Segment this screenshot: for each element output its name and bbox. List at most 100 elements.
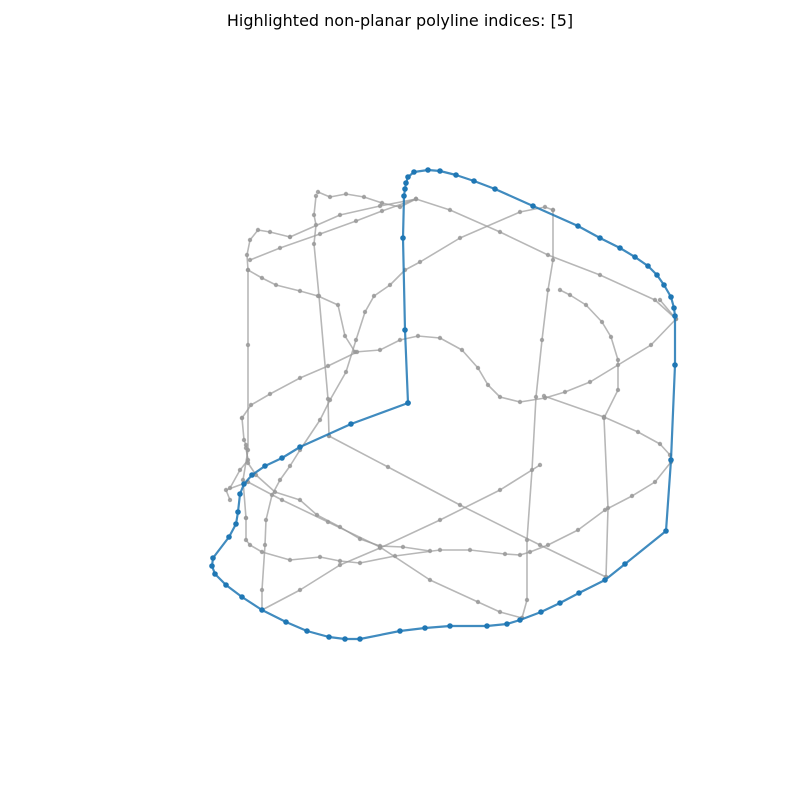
- highlighted-polyline-5-vertex: [226, 534, 232, 540]
- highlighted-polyline-5-vertex: [530, 203, 536, 209]
- gray-polyline-16-vertex: [247, 257, 253, 263]
- highlighted-polyline-5-vertex: [212, 571, 218, 577]
- highlighted-polyline-5-vertex: [297, 444, 303, 450]
- highlighted-polyline-5-vertex: [672, 362, 678, 368]
- gray-polyline-11-vertex: [239, 415, 245, 421]
- gray-polyline-9-vertex: [527, 549, 533, 555]
- gray-polyline-13: [223, 479, 525, 621]
- gray-polyline-2: [326, 433, 609, 580]
- gray-polyline-1-vertex: [311, 212, 317, 218]
- gray-polyline-1-vertex: [311, 241, 317, 247]
- highlighted-polyline-5-vertex: [437, 168, 443, 174]
- gray-polyline-7-vertex: [615, 357, 621, 363]
- highlighted-polyline-5-vertex: [283, 619, 289, 625]
- gray-polyline-16-vertex: [413, 196, 419, 202]
- highlighted-polyline-5-vertex: [401, 193, 407, 199]
- highlighted-polyline-5-vertex: [492, 186, 498, 192]
- highlighted-polyline-5-vertex: [304, 628, 310, 634]
- gray-polyline-4-vertex: [587, 379, 593, 385]
- gray-polyline-5-vertex: [337, 212, 343, 218]
- gray-polyline-3-vertex: [447, 207, 453, 213]
- gray-polyline-15: [259, 204, 556, 613]
- gray-polyline-6-vertex: [245, 267, 251, 273]
- highlighted-polyline-5-vertex: [403, 180, 409, 186]
- gray-polyline-9-vertex: [357, 560, 363, 566]
- highlighted-polyline-5-vertex: [484, 623, 490, 629]
- gray-polyline-9-vertex: [467, 547, 473, 553]
- gray-polyline-14-line: [261, 464, 541, 611]
- gray-polyline-13-vertex: [497, 609, 503, 615]
- gray-polyline-10: [541, 393, 607, 420]
- gray-polyline-4-vertex: [648, 342, 654, 348]
- gray-polyline-11-line: [241, 417, 431, 552]
- highlighted-polyline-5-vertex: [209, 563, 215, 569]
- gray-polyline-15-vertex: [542, 204, 548, 210]
- gray-polyline-11-vertex: [400, 544, 406, 550]
- highlighted-polyline-5-vertex: [471, 178, 477, 184]
- gray-polyline-14-vertex: [437, 517, 443, 523]
- gray-polyline-9-vertex: [287, 557, 293, 563]
- gray-polyline-4-vertex: [259, 275, 265, 281]
- gray-polyline-15-vertex: [371, 293, 377, 299]
- gray-polyline-13-vertex: [227, 497, 233, 503]
- gray-polyline-15-vertex: [550, 207, 556, 213]
- highlighted-polyline-5-vertex: [617, 245, 623, 251]
- highlighted-polyline-5-vertex: [237, 491, 243, 497]
- gray-polyline-2-vertex: [537, 542, 543, 548]
- gray-polyline-0-vertex: [343, 191, 349, 197]
- gray-polyline-8-vertex: [248, 402, 254, 408]
- gray-polyline-7-vertex: [615, 387, 621, 393]
- gray-polyline-9-vertex: [602, 507, 608, 513]
- gray-polyline-13-vertex: [325, 519, 331, 525]
- highlighted-polyline-5-vertex: [668, 457, 674, 463]
- highlighted-polyline-5-vertex: [645, 263, 651, 269]
- gray-polyline-3-vertex: [497, 229, 503, 235]
- highlighted-polyline-5-vertex: [405, 400, 411, 406]
- gray-polyline-14-vertex: [377, 545, 383, 551]
- highlighted-polyline-5-vertex: [672, 313, 678, 319]
- gray-polyline-15-line: [261, 206, 554, 610]
- gray-polyline-11-vertex: [297, 497, 303, 503]
- gray-polyline-2-vertex: [457, 502, 463, 508]
- gray-polyline-0-vertex: [315, 189, 321, 195]
- gray-polyline-5: [287, 196, 419, 240]
- gray-polyline-8-vertex: [325, 363, 331, 369]
- gray-polyline-15-vertex: [262, 542, 268, 548]
- gray-polyline-10-vertex: [601, 414, 607, 420]
- gray-polyline-15-vertex: [417, 259, 423, 265]
- gray-polyline-16-vertex: [353, 218, 359, 224]
- gray-polyline-9-vertex: [337, 558, 343, 564]
- highlighted-polyline-5-vertex: [575, 223, 581, 229]
- highlighted-polyline-5-vertex: [241, 481, 247, 487]
- highlighted-polyline-5-vertex: [348, 421, 354, 427]
- gray-polyline-9-vertex: [652, 479, 658, 485]
- gray-polyline-4-vertex: [315, 293, 321, 299]
- gray-polyline-10-vertex: [541, 393, 547, 399]
- highlighted-polyline-5-vertex: [397, 628, 403, 634]
- highlighted-polyline-5-vertex: [622, 561, 628, 567]
- highlighted-polyline-5-vertex: [671, 305, 677, 311]
- gray-polyline-14-vertex: [497, 487, 503, 493]
- gray-polyline-4-vertex: [475, 365, 481, 371]
- gray-polyline-9-vertex: [247, 542, 253, 548]
- gray-polyline-3-vertex: [652, 297, 658, 303]
- highlighted-polyline-5-vertex: [425, 167, 431, 173]
- gray-polyline-4-vertex: [459, 347, 465, 353]
- highlighted-polyline-5-vertex: [453, 172, 459, 178]
- gray-polyline-9-vertex: [635, 429, 641, 435]
- gray-polyline-4-vertex: [244, 252, 250, 258]
- gray-polyline-12-line: [521, 210, 554, 619]
- gray-polyline-13-vertex: [223, 487, 229, 493]
- gray-polyline-4-vertex: [267, 229, 273, 235]
- gray-polyline-12-vertex: [524, 537, 530, 543]
- gray-polyline-2-vertex: [385, 464, 391, 470]
- gray-polyline-13-vertex: [279, 497, 285, 503]
- gray-polyline-15-vertex: [353, 337, 359, 343]
- gray-polyline-18-vertex: [243, 445, 249, 451]
- gray-polyline-18-vertex: [227, 485, 233, 491]
- highlighted-polyline-5-vertex: [422, 625, 428, 631]
- gray-polyline-9-vertex: [259, 549, 265, 555]
- gray-polyline-11: [239, 415, 433, 554]
- gray-polyline-4-vertex: [377, 347, 383, 353]
